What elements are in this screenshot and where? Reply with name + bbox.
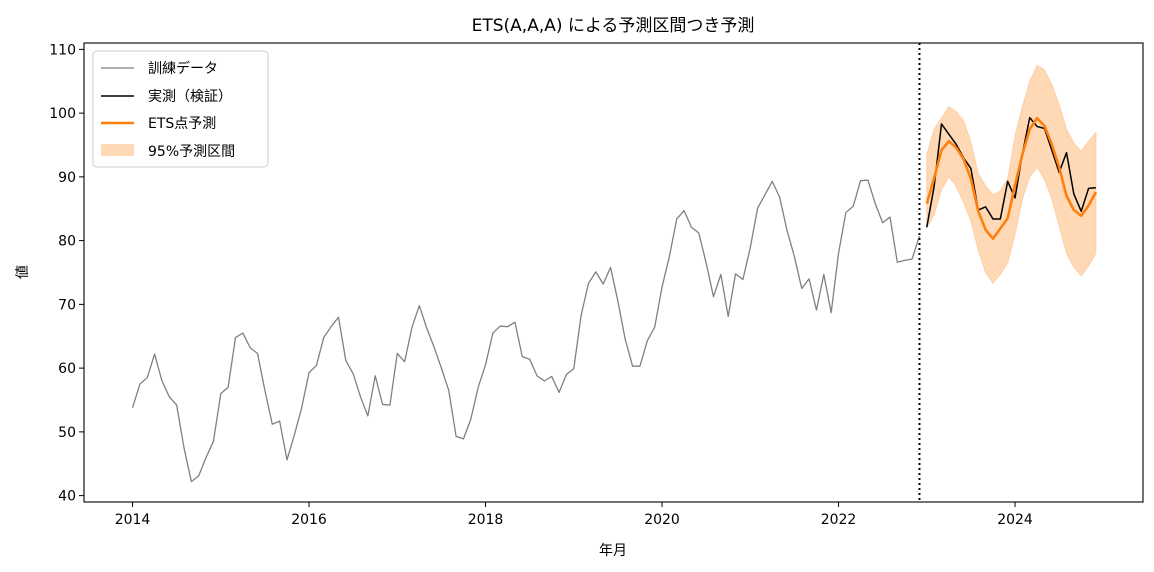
- y-tick-label: 60: [58, 361, 76, 377]
- legend-label-actual: 実測（検証）: [148, 89, 232, 105]
- series-line-forecast: [925, 116, 1098, 241]
- x-tick-label: 2018: [468, 512, 504, 528]
- legend-frame: [92, 50, 269, 168]
- chart-title: ETS(A,A,A) による予測区間つき予測: [472, 16, 755, 36]
- y-axis-label: 値: [15, 265, 31, 279]
- y-tick-label: 100: [49, 106, 76, 122]
- series-line-train: [131, 179, 921, 483]
- x-tick-label: 2016: [291, 512, 327, 528]
- y-tick-label: 110: [49, 42, 76, 58]
- x-tick-label: 2022: [821, 512, 857, 528]
- plot-frame: [83, 42, 1144, 503]
- legend-swatch-interval: [101, 144, 134, 156]
- plot-area: [131, 43, 1098, 502]
- legend-label-train: 訓練データ: [148, 60, 218, 77]
- x-tick-label: 2024: [997, 512, 1033, 528]
- y-tick-label: 70: [58, 297, 76, 313]
- y-tick-label: 40: [58, 489, 76, 505]
- y-tick-label: 80: [58, 234, 76, 250]
- y-tick-label: 50: [58, 425, 76, 441]
- x-tick-label: 2014: [115, 512, 151, 528]
- legend: 訓練データ 実測（検証） ETS点予測 95%予測区間: [92, 50, 269, 168]
- x-axis-label: 年月: [599, 543, 627, 559]
- x-tick-label: 2020: [644, 512, 680, 528]
- legend-label-forecast: ETS点予測: [148, 116, 216, 132]
- legend-label-interval: 95%予測区間: [148, 144, 235, 160]
- series-line-actual: [926, 116, 1096, 228]
- interval-band: [926, 64, 1097, 285]
- y-tick-label: 90: [58, 170, 76, 186]
- axis-ticks: 2014 2016 2018 2020 2022 2024 40 50 60 70 80 90 100 1…: [49, 42, 1033, 528]
